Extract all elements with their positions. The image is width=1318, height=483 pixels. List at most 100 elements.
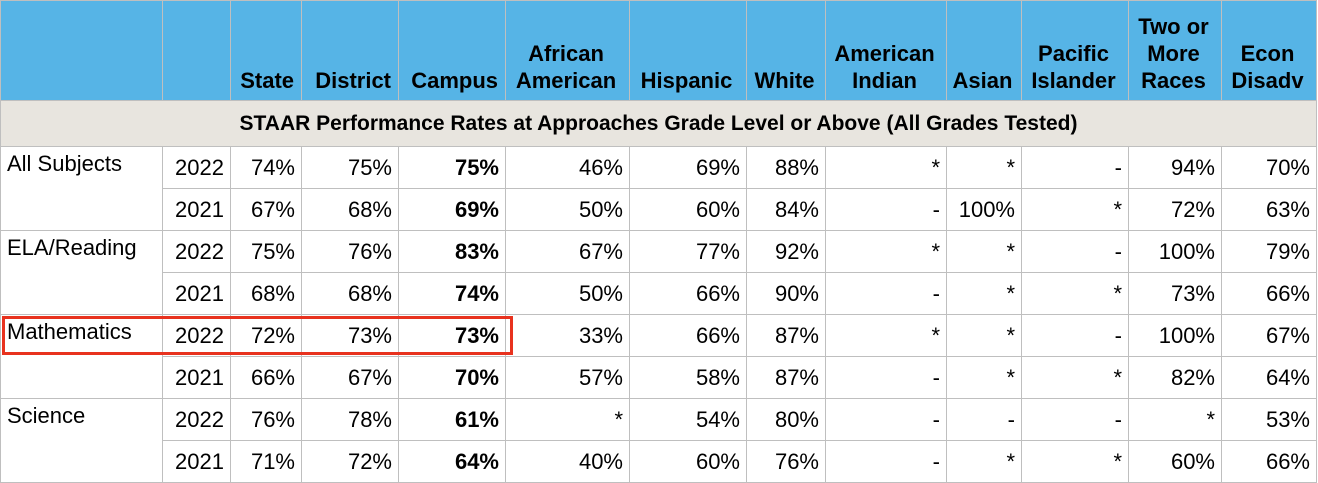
- header-district: District: [301, 0, 399, 101]
- value-cell: 60%: [1128, 440, 1222, 483]
- value-cell: 50%: [505, 272, 630, 315]
- value-cell: 63%: [1221, 188, 1317, 231]
- value-cell: 76%: [230, 398, 302, 441]
- value-cell: *: [1021, 188, 1129, 231]
- subject-cell: [0, 272, 163, 315]
- value-cell: 67%: [1221, 314, 1317, 357]
- year-cell: 2022: [162, 398, 231, 441]
- header-state: State: [230, 0, 302, 101]
- value-cell: 73%: [301, 314, 399, 357]
- value-cell: 77%: [629, 230, 747, 273]
- value-cell: *: [946, 146, 1022, 189]
- value-cell: 100%: [946, 188, 1022, 231]
- value-cell: 87%: [746, 356, 826, 399]
- value-cell: -: [825, 188, 947, 231]
- value-cell: 66%: [629, 314, 747, 357]
- value-cell: 54%: [629, 398, 747, 441]
- value-cell: *: [1021, 356, 1129, 399]
- year-cell: 2021: [162, 356, 231, 399]
- value-cell: 46%: [505, 146, 630, 189]
- value-cell: *: [946, 272, 1022, 315]
- value-cell: 74%: [230, 146, 302, 189]
- value-cell: 69%: [629, 146, 747, 189]
- value-cell: 73%: [398, 314, 506, 357]
- value-cell: *: [946, 314, 1022, 357]
- value-cell: *: [946, 230, 1022, 273]
- value-cell: 79%: [1221, 230, 1317, 273]
- header-white: White: [746, 0, 826, 101]
- year-cell: 2022: [162, 230, 231, 273]
- subject-cell: All Subjects: [0, 146, 163, 189]
- header-american-indian: American Indian: [825, 0, 947, 101]
- year-cell: 2021: [162, 188, 231, 231]
- value-cell: 75%: [398, 146, 506, 189]
- header-pacific-islander: Pacific Islander: [1021, 0, 1129, 101]
- value-cell: 64%: [1221, 356, 1317, 399]
- section-title: STAAR Performance Rates at Approaches Gr…: [0, 100, 1317, 147]
- subject-cell: ELA/Reading: [0, 230, 163, 273]
- year-cell: 2021: [162, 272, 231, 315]
- header-hispanic: Hispanic: [629, 0, 747, 101]
- value-cell: 76%: [301, 230, 399, 273]
- year-cell: 2021: [162, 440, 231, 483]
- value-cell: 100%: [1128, 230, 1222, 273]
- header-year: [162, 0, 231, 101]
- value-cell: 68%: [301, 272, 399, 315]
- value-cell: -: [825, 440, 947, 483]
- value-cell: -: [825, 356, 947, 399]
- value-cell: 66%: [629, 272, 747, 315]
- value-cell: 66%: [1221, 440, 1317, 483]
- value-cell: 67%: [301, 356, 399, 399]
- value-cell: 66%: [1221, 272, 1317, 315]
- value-cell: 53%: [1221, 398, 1317, 441]
- subject-cell: [0, 188, 163, 231]
- value-cell: -: [1021, 146, 1129, 189]
- header-campus: Campus: [398, 0, 506, 101]
- value-cell: 100%: [1128, 314, 1222, 357]
- value-cell: 70%: [398, 356, 506, 399]
- value-cell: 94%: [1128, 146, 1222, 189]
- value-cell: 90%: [746, 272, 826, 315]
- header-african-american: African American: [505, 0, 630, 101]
- table-row: 2021 68% 68% 74% 50% 66% 90% - * * 73% 66%: [0, 272, 1317, 315]
- value-cell: 72%: [301, 440, 399, 483]
- value-cell: *: [1021, 272, 1129, 315]
- subject-cell: Mathematics: [0, 314, 163, 357]
- value-cell: 68%: [301, 188, 399, 231]
- year-cell: 2022: [162, 314, 231, 357]
- value-cell: -: [1021, 230, 1129, 273]
- table-row: Science 2022 76% 78% 61% * 54% 80% - - - * 53%: [0, 398, 1317, 441]
- value-cell: 73%: [1128, 272, 1222, 315]
- header-asian: Asian: [946, 0, 1022, 101]
- value-cell: 83%: [398, 230, 506, 273]
- value-cell: *: [505, 398, 630, 441]
- table-row: 2021 66% 67% 70% 57% 58% 87% - * * 82% 64%: [0, 356, 1317, 399]
- value-cell: 75%: [301, 146, 399, 189]
- value-cell: -: [946, 398, 1022, 441]
- header-econ-disadv: Econ Disadv: [1221, 0, 1317, 101]
- value-cell: 92%: [746, 230, 826, 273]
- value-cell: *: [946, 440, 1022, 483]
- value-cell: *: [825, 314, 947, 357]
- value-cell: 80%: [746, 398, 826, 441]
- value-cell: 82%: [1128, 356, 1222, 399]
- subject-cell: [0, 356, 163, 399]
- value-cell: 84%: [746, 188, 826, 231]
- value-cell: 75%: [230, 230, 302, 273]
- value-cell: 66%: [230, 356, 302, 399]
- value-cell: *: [946, 356, 1022, 399]
- value-cell: 72%: [1128, 188, 1222, 231]
- value-cell: 71%: [230, 440, 302, 483]
- value-cell: 68%: [230, 272, 302, 315]
- value-cell: 78%: [301, 398, 399, 441]
- value-cell: 58%: [629, 356, 747, 399]
- value-cell: 69%: [398, 188, 506, 231]
- value-cell: 64%: [398, 440, 506, 483]
- value-cell: -: [825, 272, 947, 315]
- header-row: State District Campus African American H…: [0, 0, 1317, 101]
- value-cell: 88%: [746, 146, 826, 189]
- value-cell: 87%: [746, 314, 826, 357]
- table-row: ELA/Reading 2022 75% 76% 83% 67% 77% 92% * * -100%…: [0, 230, 1317, 273]
- value-cell: 74%: [398, 272, 506, 315]
